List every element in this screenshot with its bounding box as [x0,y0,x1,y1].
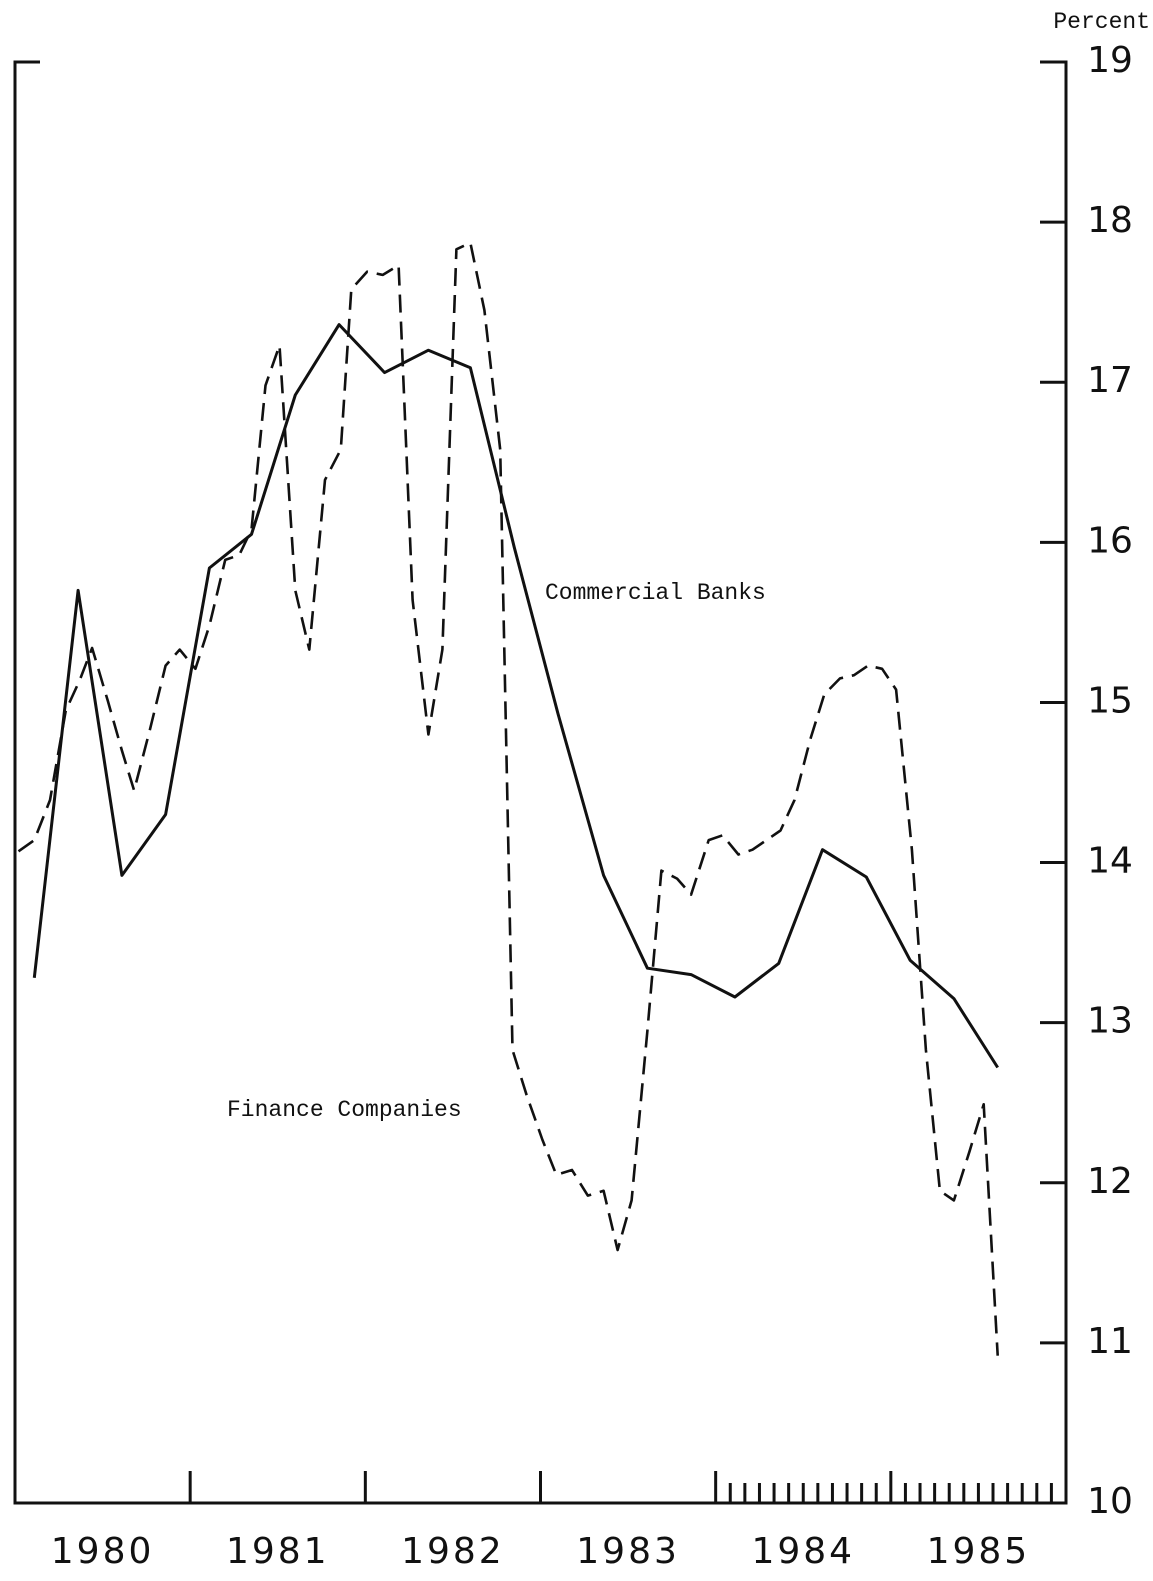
y-axis-label: Percent [1053,9,1150,35]
series-line [32,323,999,1069]
y-tick-label: 17 [1087,360,1133,401]
y-tick-label: 14 [1087,841,1133,882]
x-tick-label: 1984 [751,1531,855,1572]
annotation: Commercial Banks [545,580,766,606]
x-tick-label: 1980 [51,1531,155,1572]
y-tick-label: 12 [1087,1161,1133,1202]
annotation: Finance Companies [227,1097,462,1123]
y-tick-label: 16 [1087,520,1133,561]
y-tick-label: 19 [1087,40,1133,81]
x-tick-label: 1982 [401,1531,505,1572]
y-tick-label: 13 [1087,1001,1133,1042]
y-tick-label: 11 [1087,1321,1133,1362]
x-tick-label: 1983 [576,1531,680,1572]
x-tick-label: 1981 [226,1531,330,1572]
y-tick-label: 18 [1087,200,1133,241]
x-tick-label: 1985 [927,1531,1031,1572]
y-tick-label: 10 [1087,1481,1133,1522]
y-tick-label: 15 [1087,680,1133,721]
series-line [17,241,999,1356]
